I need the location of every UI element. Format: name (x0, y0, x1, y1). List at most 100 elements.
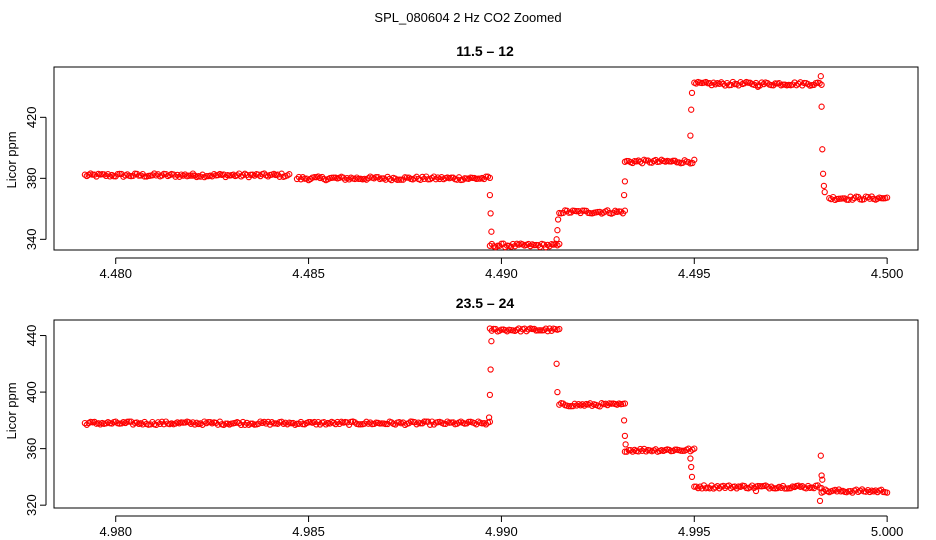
data-point (687, 455, 694, 462)
data-point (818, 485, 825, 492)
data-point (485, 414, 493, 421)
data-point (355, 421, 362, 428)
data-point (820, 182, 828, 190)
data-point (567, 209, 575, 216)
data-point (151, 170, 158, 177)
data-point (604, 401, 611, 409)
data-point (243, 419, 251, 427)
data-point (817, 452, 824, 459)
y-tick-label: 380 (24, 167, 39, 189)
data-point (691, 156, 698, 163)
data-point (819, 170, 827, 177)
data-point (378, 175, 386, 182)
data-point (620, 191, 628, 199)
data-point (629, 159, 636, 167)
data-point (234, 172, 241, 179)
x-tick-label: 4.490 (485, 266, 518, 281)
data-points (81, 73, 891, 251)
data-point (656, 158, 663, 165)
data-point (532, 327, 540, 334)
data-point (781, 485, 789, 492)
data-point (488, 338, 495, 345)
data-point (571, 400, 578, 407)
data-point (376, 420, 384, 427)
data-point (403, 174, 411, 181)
data-point (817, 73, 824, 80)
data-point (816, 497, 824, 505)
panel-top: 11.5 – 12 Licor ppm 340 380 420 4.480 4.485… (4, 43, 919, 281)
x-axis: 4.980 4.985 4.990 4.995 5.000 (99, 515, 903, 539)
plot-frame (53, 66, 919, 251)
data-point (102, 172, 110, 180)
y-tick-label: 420 (24, 106, 39, 128)
y-axis: 340 380 420 (24, 106, 47, 250)
data-point (752, 487, 760, 495)
data-point (639, 447, 646, 454)
data-point (797, 79, 804, 86)
data-point (556, 325, 563, 333)
data-point (617, 208, 625, 215)
data-point (621, 432, 629, 440)
data-point (261, 170, 268, 177)
data-point (374, 174, 382, 181)
data-point (450, 419, 457, 426)
data-point (622, 441, 629, 448)
data-point (426, 421, 434, 428)
data-point (487, 210, 494, 217)
y-tick-label: 360 (24, 438, 39, 460)
data-point (652, 156, 659, 164)
data-point (432, 176, 440, 183)
data-point (669, 157, 677, 164)
data-point (345, 176, 353, 183)
data-point (845, 196, 852, 203)
data-point (91, 171, 98, 178)
x-tick-label: 4.495 (678, 266, 711, 281)
data-point (818, 472, 825, 479)
data-point (149, 172, 156, 179)
data-point (629, 448, 636, 455)
x-tick-label: 4.480 (99, 266, 132, 281)
data-point (554, 388, 561, 396)
data-point (361, 420, 368, 427)
data-point (554, 227, 561, 234)
data-point (553, 360, 560, 367)
data-point (883, 194, 891, 201)
data-point (486, 242, 494, 249)
data-point (486, 391, 494, 399)
data-point (818, 81, 825, 88)
y-axis-label: Licor ppm (4, 131, 19, 188)
data-point (731, 483, 738, 490)
data-point (553, 236, 560, 243)
data-point (357, 421, 364, 428)
x-tick-label: 4.500 (871, 266, 904, 281)
data-point (334, 418, 341, 426)
data-point (688, 473, 696, 481)
y-axis-label: Licor ppm (4, 382, 19, 439)
data-point (706, 80, 713, 87)
data-point (804, 482, 812, 490)
data-point (787, 485, 794, 492)
data-point (689, 159, 696, 167)
data-point (330, 174, 337, 181)
data-point (575, 207, 582, 215)
data-point (688, 106, 695, 113)
data-point (527, 242, 534, 250)
data-point (621, 448, 629, 455)
data-point (565, 403, 573, 410)
chart-title: 11.5 – 12 (456, 43, 514, 59)
data-point (554, 216, 562, 223)
data-point (396, 176, 403, 183)
data-point (405, 420, 413, 427)
data-point (621, 178, 629, 185)
data-point (276, 173, 283, 180)
data-point (141, 173, 148, 180)
data-point (498, 240, 505, 247)
data-point (212, 419, 220, 427)
data-point (839, 195, 846, 202)
data-point (413, 421, 420, 428)
data-point (818, 103, 825, 110)
data-point (621, 207, 629, 214)
data-point (172, 173, 179, 180)
data-point (126, 418, 133, 425)
